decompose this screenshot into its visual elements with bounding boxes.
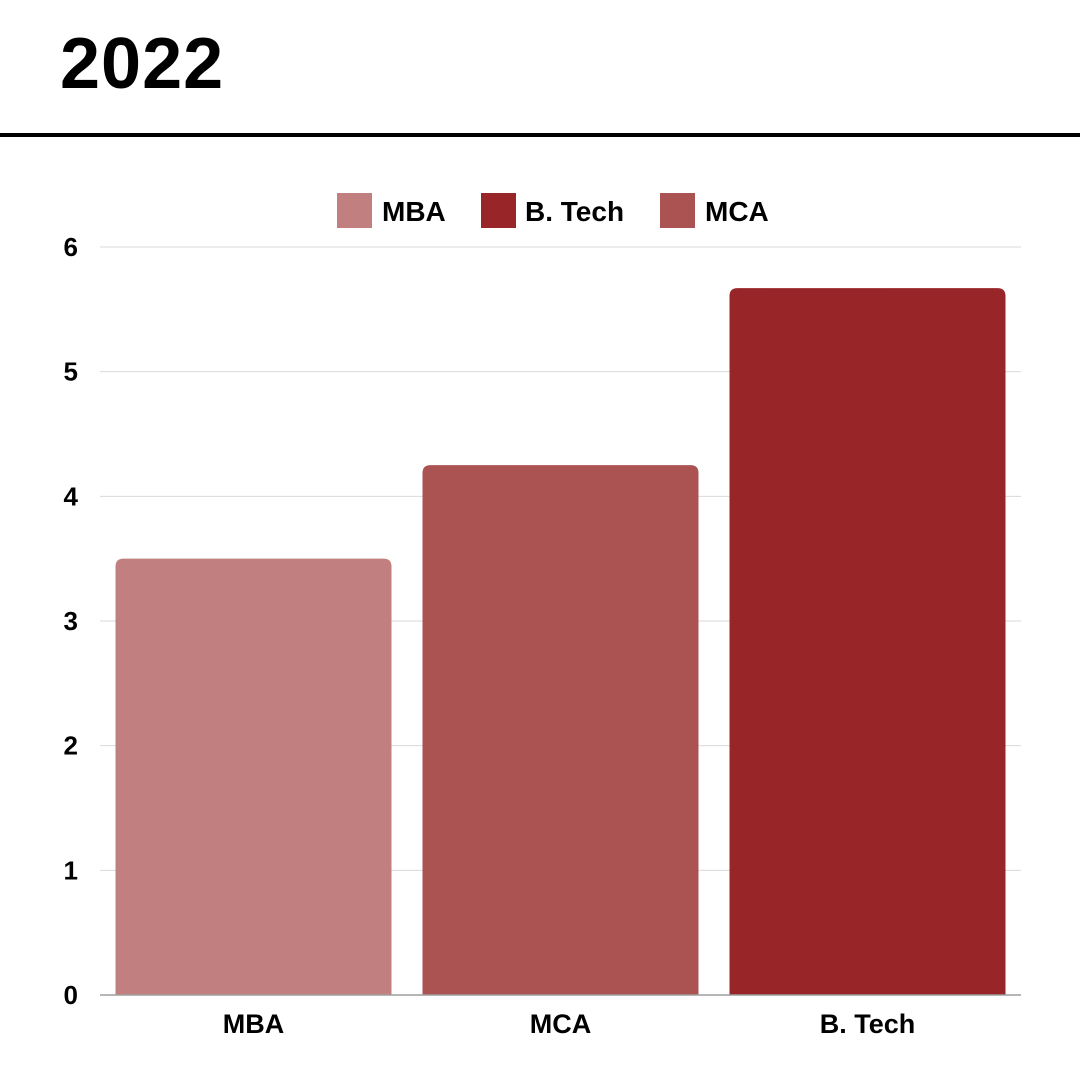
legend-swatch — [337, 193, 372, 228]
y-tick-label: 4 — [64, 481, 79, 511]
legend-label: MCA — [705, 196, 769, 227]
x-tick-label: MBA — [223, 1009, 285, 1039]
y-tick-label: 3 — [64, 606, 78, 636]
legend-swatch — [660, 193, 695, 228]
y-tick-label: 1 — [64, 855, 78, 885]
y-tick-label: 6 — [64, 232, 78, 262]
legend-label: B. Tech — [525, 196, 624, 227]
y-tick-label: 2 — [64, 731, 78, 761]
y-tick-label: 0 — [64, 980, 78, 1010]
bar-mca — [422, 465, 699, 996]
bar-b-tech — [729, 288, 1006, 995]
title-divider — [0, 133, 1080, 137]
bar-mba — [115, 558, 392, 995]
x-tick-label: MCA — [530, 1009, 592, 1039]
x-tick-label: B. Tech — [820, 1009, 916, 1039]
page-title: 2022 — [60, 24, 225, 104]
y-tick-label: 5 — [64, 357, 78, 387]
legend-label: MBA — [382, 196, 446, 227]
legend-swatch — [481, 193, 516, 228]
